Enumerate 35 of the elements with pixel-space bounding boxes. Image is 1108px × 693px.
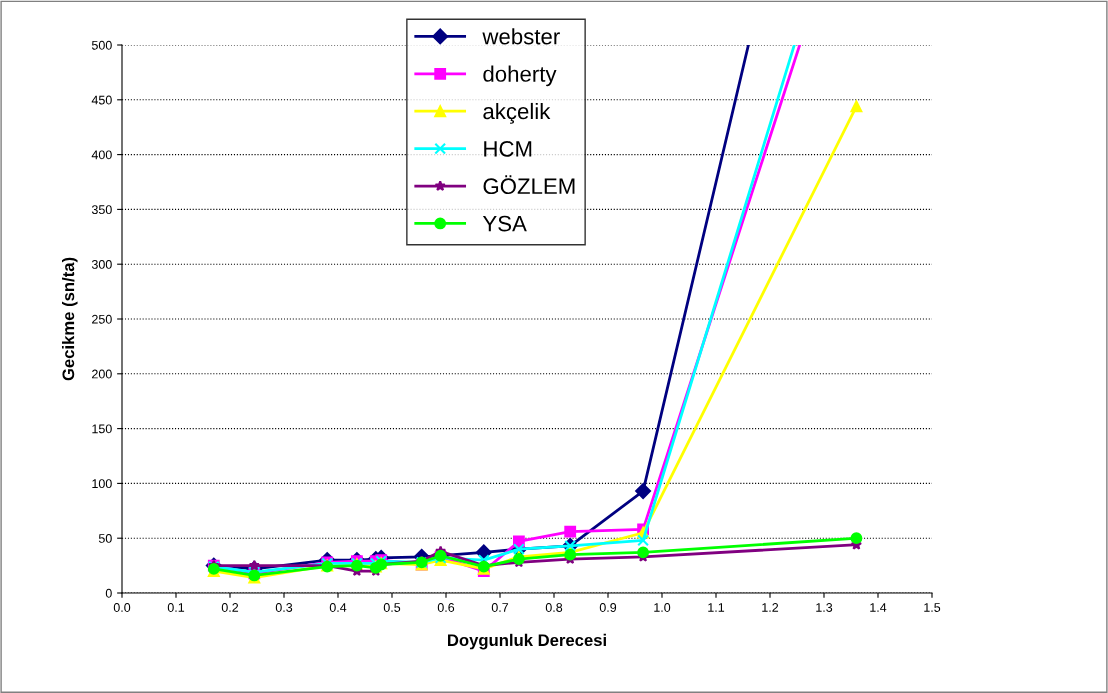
- y-tick-label: 300: [91, 260, 112, 269]
- x-tick-label: 1.5: [924, 603, 941, 612]
- x-tick-label: 1.1: [708, 603, 725, 612]
- x-tick-label: 0.3: [275, 603, 293, 612]
- x-tick-label: 1.3: [816, 603, 833, 612]
- x-tick-label: 0.1: [167, 603, 185, 612]
- x-tick-label: 0.0: [113, 603, 131, 612]
- legend-label: HCM: [484, 140, 532, 157]
- y-axis-title: Gecikme (sn/ta): [62, 257, 78, 381]
- y-tick-label: 150: [92, 424, 112, 434]
- x-tick-label: 1.0: [654, 603, 671, 612]
- x-tick-label: 1.2: [762, 603, 779, 612]
- legend-label: YSA: [482, 215, 527, 232]
- y-tick-label: 200: [92, 369, 112, 379]
- x-tick-label: 0.4: [329, 603, 347, 612]
- legend-label: akçelik: [483, 102, 551, 124]
- y-tick-label: 250: [92, 314, 112, 324]
- x-tick-label: 1.4: [870, 603, 887, 612]
- x-tick-label: 0.5: [383, 603, 401, 612]
- y-tick-label: 0: [105, 588, 112, 598]
- y-tick-label: 450: [91, 95, 112, 105]
- x-tick-label: 0.8: [545, 603, 563, 612]
- y-tick-label: 50: [98, 534, 112, 543]
- x-tick-label: 0.9: [599, 603, 617, 612]
- y-tick-label: 350: [91, 205, 112, 215]
- y-tick-label: 500: [91, 40, 112, 50]
- legend-label: doherty: [483, 65, 557, 87]
- x-tick-label: 0.6: [437, 603, 455, 612]
- legend-label: webster: [482, 28, 560, 45]
- legend-label: GÖZLEM: [483, 175, 575, 195]
- y-tick-label: 100: [92, 479, 112, 489]
- x-axis-title: Doygunluk Derecesi: [448, 633, 606, 650]
- y-tick-label: 400: [91, 150, 112, 160]
- x-tick-label: 0.7: [491, 603, 509, 612]
- x-tick-label: 0.2: [221, 603, 239, 612]
